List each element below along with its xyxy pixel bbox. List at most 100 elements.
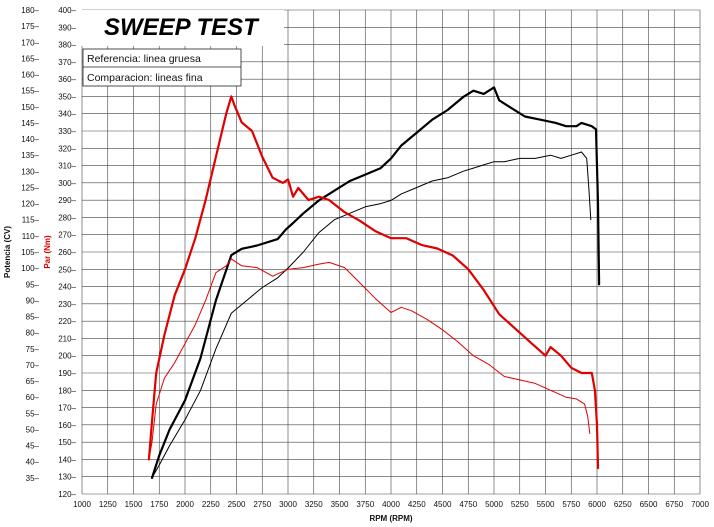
power-tick-label: 160– bbox=[21, 71, 39, 80]
power-tick-label: 150– bbox=[21, 103, 39, 112]
x-tick-label: 3250 bbox=[305, 500, 323, 509]
power-tick-label: 180– bbox=[21, 6, 39, 15]
torque-tick-label: 170– bbox=[58, 404, 76, 413]
x-tick-label: 4250 bbox=[408, 500, 426, 509]
torque-tick-label: 190– bbox=[58, 369, 76, 378]
power-tick-label: 45– bbox=[26, 442, 40, 451]
legend-entry-comparison: Comparacion: lineas fina bbox=[87, 72, 203, 84]
x-tick-label: 1000 bbox=[73, 500, 91, 509]
power-tick-label: 170– bbox=[21, 38, 39, 47]
torque-tick-label: 140– bbox=[58, 455, 76, 464]
torque-tick-label: 360– bbox=[58, 75, 76, 84]
power-tick-label: 40– bbox=[26, 458, 40, 467]
x-tick-label: 5250 bbox=[511, 500, 529, 509]
torque-tick-label: 230– bbox=[58, 300, 76, 309]
power-tick-label: 155– bbox=[21, 87, 39, 96]
power-tick-label: 55– bbox=[26, 409, 40, 418]
torque-series-comparacion bbox=[148, 258, 591, 460]
power-axis-title: Potencia (CV) bbox=[3, 226, 12, 278]
torque-axis-title: Par (Nm) bbox=[43, 235, 52, 269]
torque-tick-label: 120– bbox=[58, 490, 76, 499]
x-tick-label: 2750 bbox=[253, 500, 271, 509]
torque-tick-label: 330– bbox=[58, 127, 76, 136]
power-series-referencia bbox=[150, 86, 601, 479]
torque-tick-label: 210– bbox=[58, 334, 76, 343]
power-tick-label: 65– bbox=[26, 377, 40, 386]
torque-tick-label: 300– bbox=[58, 179, 76, 188]
power-tick-label: 105– bbox=[21, 248, 39, 257]
power-tick-label: 165– bbox=[21, 54, 39, 63]
torque-tick-label: 400– bbox=[58, 6, 76, 15]
power-tick-label: 75– bbox=[26, 345, 40, 354]
power-series-comparacion bbox=[151, 151, 592, 479]
x-tick-label: 1500 bbox=[125, 500, 143, 509]
power-tick-label: 50– bbox=[26, 425, 40, 434]
x-axis-title: RPM (RPM) bbox=[369, 514, 412, 523]
x-tick-label: 7000 bbox=[691, 500, 709, 509]
x-tick-label: 4000 bbox=[382, 500, 400, 509]
torque-tick-label: 370– bbox=[58, 58, 76, 67]
x-tick-label: 5500 bbox=[537, 500, 555, 509]
power-tick-label: 60– bbox=[26, 393, 40, 402]
power-tick-label: 85– bbox=[26, 313, 40, 322]
torque-tick-label: 270– bbox=[58, 231, 76, 240]
power-tick-label: 115– bbox=[22, 216, 40, 225]
x-tick-label: 5000 bbox=[485, 500, 503, 509]
power-tick-label: 100– bbox=[21, 264, 39, 273]
x-tick-label: 2000 bbox=[176, 500, 194, 509]
power-tick-label: 130– bbox=[21, 167, 39, 176]
torque-tick-label: 350– bbox=[58, 92, 76, 101]
legend: Referencia: linea gruesa Comparacion: li… bbox=[82, 48, 242, 87]
power-tick-label: 175– bbox=[21, 22, 39, 31]
torque-tick-label: 220– bbox=[58, 317, 76, 326]
title-backdrop bbox=[80, 10, 284, 46]
torque-tick-label: 310– bbox=[58, 162, 76, 171]
power-tick-label: 35– bbox=[26, 474, 40, 483]
torque-tick-label: 390– bbox=[58, 23, 76, 32]
x-tick-label: 6500 bbox=[640, 500, 658, 509]
power-tick-label: 110– bbox=[22, 232, 40, 241]
x-tick-label: 4500 bbox=[434, 500, 452, 509]
torque-tick-label: 340– bbox=[58, 110, 76, 119]
chart-title: SWEEP TEST bbox=[104, 14, 260, 41]
legend-box bbox=[82, 48, 242, 87]
torque-tick-label: 320– bbox=[58, 144, 76, 153]
torque-tick-label: 130– bbox=[58, 473, 76, 482]
x-tick-label: 1250 bbox=[99, 500, 117, 509]
x-tick-label: 3500 bbox=[331, 500, 349, 509]
tick-labels: 1000 1250 1500 1750 2000 2250 2500 2750 3000 3250… bbox=[21, 6, 709, 509]
x-tick-label: 4750 bbox=[459, 500, 477, 509]
power-tick-label: 70– bbox=[26, 361, 40, 370]
power-tick-label: 120– bbox=[21, 200, 39, 209]
x-tick-label: 6000 bbox=[588, 500, 606, 509]
torque-tick-label: 260– bbox=[58, 248, 76, 257]
torque-tick-label: 280– bbox=[58, 213, 76, 222]
x-tick-label: 3750 bbox=[356, 500, 374, 509]
x-tick-label: 6250 bbox=[614, 500, 632, 509]
series-group bbox=[147, 86, 601, 479]
x-tick-label: 2250 bbox=[202, 500, 220, 509]
x-tick-label: 6750 bbox=[665, 500, 683, 509]
x-tick-label: 2500 bbox=[228, 500, 246, 509]
torque-series-referencia bbox=[147, 95, 600, 470]
power-tick-label: 90– bbox=[26, 296, 40, 305]
torque-tick-label: 290– bbox=[58, 196, 76, 205]
torque-tick-label: 150– bbox=[58, 438, 76, 447]
x-tick-label: 1750 bbox=[150, 500, 168, 509]
torque-tick-label: 200– bbox=[58, 352, 76, 361]
torque-tick-label: 250– bbox=[58, 265, 76, 274]
power-tick-label: 80– bbox=[26, 329, 40, 338]
torque-tick-label: 380– bbox=[58, 41, 76, 50]
power-tick-label: 95– bbox=[26, 280, 40, 289]
power-tick-label: 145– bbox=[21, 119, 39, 128]
legend-entry-reference: Referencia: linea gruesa bbox=[87, 53, 201, 65]
torque-tick-label: 240– bbox=[58, 283, 76, 292]
power-tick-label: 140– bbox=[21, 135, 39, 144]
x-tick-label: 5750 bbox=[562, 500, 580, 509]
torque-tick-label: 160– bbox=[58, 421, 76, 430]
torque-tick-label: 180– bbox=[58, 386, 76, 395]
power-tick-label: 125– bbox=[21, 183, 39, 192]
x-tick-label: 3000 bbox=[279, 500, 297, 509]
